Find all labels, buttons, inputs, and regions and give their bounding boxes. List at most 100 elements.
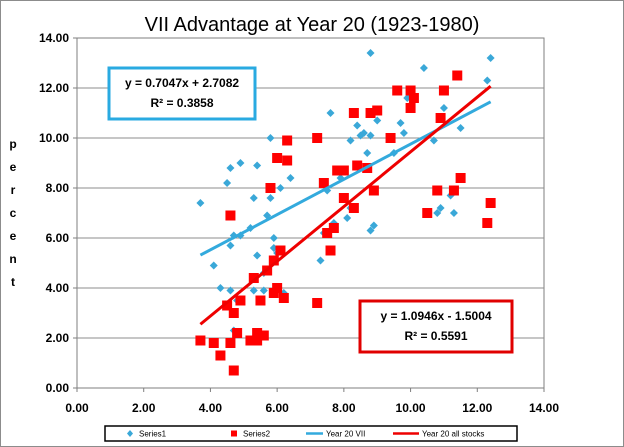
y-axis-label-letter: e [10, 229, 17, 243]
series2-point [235, 295, 246, 306]
series2-point [455, 173, 466, 183]
series1-point [226, 241, 235, 250]
trend-equation-vii: y = 0.7047x + 2.7082 [125, 76, 239, 90]
series2-markers [195, 70, 496, 376]
series2-point [485, 198, 496, 208]
series1-point [359, 129, 368, 137]
series1-point [366, 131, 375, 140]
series1-point [366, 49, 375, 57]
series2-point [392, 85, 403, 96]
y-axis-label-letter: r [11, 183, 16, 197]
series1-point [196, 199, 205, 207]
series2-point [422, 208, 433, 218]
series2-point [328, 223, 339, 233]
y-tick-label: 0.00 [46, 381, 70, 395]
trendlines [199, 85, 492, 326]
series1-point [429, 136, 438, 145]
series1-point [486, 54, 495, 62]
y-tick-label: 12.00 [39, 81, 69, 95]
trend-equation-box-vii: y = 0.7047x + 2.7082 R² = 0.3858 [107, 66, 257, 121]
series2-point [278, 293, 289, 303]
series2-point [255, 295, 266, 306]
trendline-all-stocks [199, 85, 492, 326]
series2-point [228, 308, 239, 318]
series2-point [215, 350, 226, 361]
series1-point [226, 286, 235, 295]
x-tick-label: 2.00 [132, 401, 156, 415]
x-tick-label: 4.00 [199, 401, 223, 415]
series2-point [258, 330, 269, 341]
series2-point [432, 185, 443, 196]
series1-point [226, 164, 235, 172]
x-tick-label: 14.00 [529, 401, 559, 415]
series2-point [228, 365, 239, 376]
series2-point [268, 255, 279, 266]
legend-trend-all-label: Year 20 all stocks [422, 430, 484, 439]
series1-point [286, 174, 295, 182]
series2-point [312, 298, 323, 308]
x-tick-label: 0.00 [65, 401, 89, 415]
series2-point [435, 113, 446, 123]
series2-point [332, 165, 343, 176]
series1-point [363, 149, 372, 157]
series2-point [252, 328, 263, 338]
series2-point [352, 160, 363, 171]
series1-point [396, 119, 405, 127]
series2-point [348, 108, 359, 118]
legend: Series1 Series2 Year 20 VII Year 20 all … [104, 425, 518, 442]
series2-point [322, 228, 333, 238]
series2-point [245, 335, 256, 346]
series1-point [276, 184, 285, 192]
series1-point [439, 104, 448, 112]
series1-point [483, 76, 492, 85]
legend-series2-label: Series2 [243, 430, 271, 439]
series2-point [275, 245, 286, 256]
x-tick-label: 6.00 [265, 401, 289, 415]
series2-point [312, 133, 323, 143]
x-tick-label: 10.00 [396, 401, 426, 415]
series1-point [209, 261, 218, 270]
series2-point [232, 328, 243, 338]
series2-point [348, 203, 359, 213]
series1-point [399, 129, 408, 137]
series1-point [236, 159, 245, 167]
series1-point [436, 204, 445, 212]
series1-point [449, 209, 458, 217]
y-axis-label-letter: t [11, 275, 15, 289]
legend-series2-marker [231, 430, 237, 437]
series1-point [266, 194, 275, 202]
series2-point [338, 193, 349, 203]
series2-point [222, 300, 233, 311]
series2-point [405, 85, 416, 96]
y-tick-label: 8.00 [46, 181, 70, 195]
series1-point [373, 116, 382, 125]
legend-series1-marker [127, 430, 133, 437]
trend-r2-all-stocks: R² = 0.5591 [404, 329, 467, 343]
y-axis-label-letter: p [9, 137, 16, 151]
series2-point [252, 335, 263, 346]
series2-point [272, 153, 283, 163]
series1-point [326, 109, 335, 117]
y-axis-label-letter: c [10, 206, 17, 220]
series2-point [325, 245, 336, 256]
series2-point [438, 85, 449, 96]
x-tick-label: 12.00 [462, 401, 492, 415]
series1-point [269, 234, 278, 242]
series1-point [316, 256, 325, 265]
series2-point [282, 155, 293, 166]
series1-point [249, 194, 258, 202]
y-tick-label: 14.00 [39, 31, 69, 45]
series2-point [338, 165, 349, 176]
trend-r2-vii: R² = 0.3858 [150, 96, 213, 110]
x-axis-ticks: 0.00 2.00 4.00 6.00 8.00 10.00 12.00 14.00 [65, 388, 559, 415]
y-tick-label: 2.00 [46, 331, 70, 345]
series1-point [369, 221, 378, 230]
trend-equation-box-all-stocks: y = 1.0946x - 1.5004 R² = 0.5591 [358, 299, 514, 354]
series1-point [223, 179, 232, 187]
series1-point [259, 286, 268, 295]
series1-point [249, 286, 258, 295]
series2-point [405, 103, 416, 113]
